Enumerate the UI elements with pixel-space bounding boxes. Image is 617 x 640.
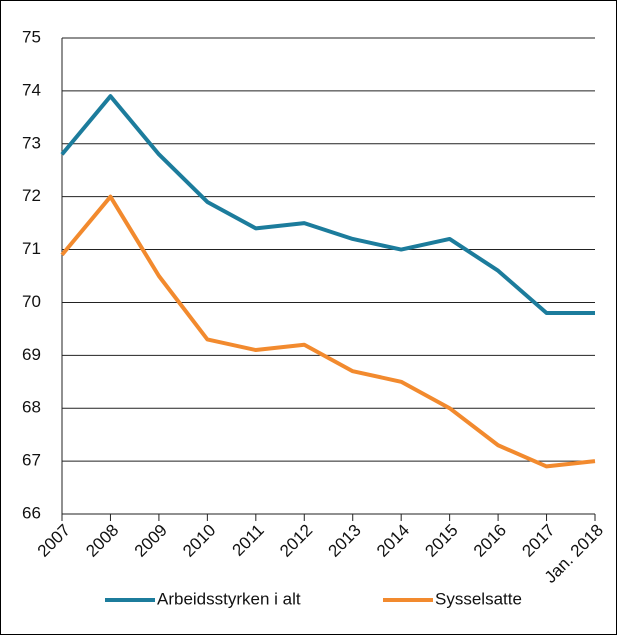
- line-series: [60, 194, 596, 469]
- y-tick-label: 72: [22, 186, 41, 205]
- y-tick-label: 70: [22, 292, 41, 311]
- y-tick-label: 73: [22, 133, 41, 152]
- y-tick-label: 68: [22, 398, 41, 417]
- y-tick-label: 69: [22, 345, 41, 364]
- legend-label: Arbeidsstyrken i alt: [157, 589, 301, 608]
- y-tick-label: 74: [22, 80, 41, 99]
- y-tick-label: 71: [22, 239, 41, 258]
- y-tick-label: 67: [22, 451, 41, 470]
- legend-label: Sysselsatte: [435, 589, 522, 608]
- y-tick-label: 75: [22, 27, 41, 46]
- y-tick-label: 66: [22, 503, 41, 522]
- line-series: [60, 94, 595, 316]
